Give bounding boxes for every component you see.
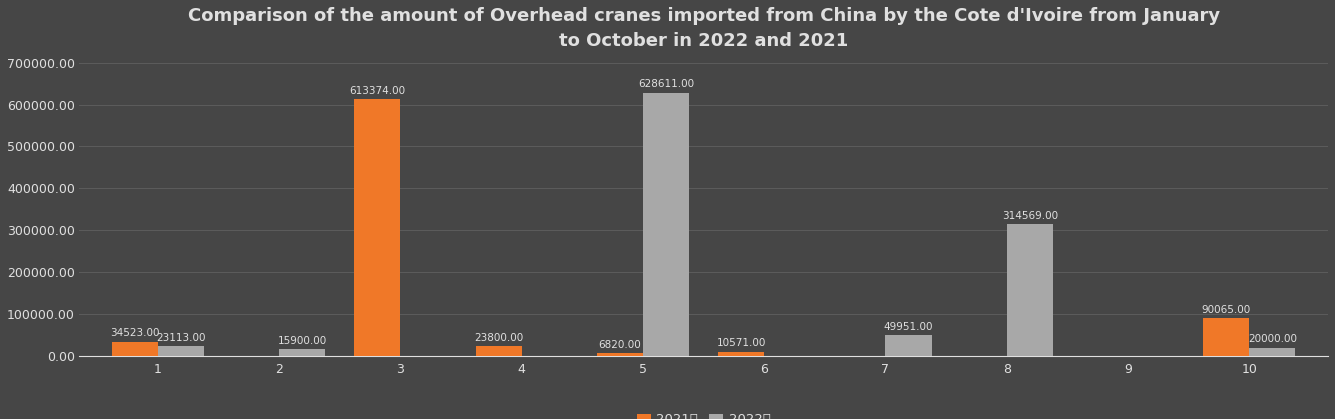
Bar bbox=[718, 352, 764, 356]
Bar bbox=[885, 335, 932, 356]
Bar bbox=[1007, 224, 1053, 356]
Legend: 2021年, 2022年: 2021年, 2022年 bbox=[631, 408, 776, 419]
Bar bbox=[354, 99, 400, 356]
Bar bbox=[643, 93, 689, 356]
Text: 613374.00: 613374.00 bbox=[350, 85, 406, 96]
Text: 10571.00: 10571.00 bbox=[717, 339, 766, 348]
Text: 23113.00: 23113.00 bbox=[156, 333, 206, 343]
Text: 20000.00: 20000.00 bbox=[1248, 334, 1296, 344]
Text: 6820.00: 6820.00 bbox=[598, 340, 641, 350]
Bar bbox=[475, 346, 522, 356]
Text: 314569.00: 314569.00 bbox=[1001, 211, 1057, 221]
Bar bbox=[1250, 348, 1295, 356]
Bar bbox=[1203, 318, 1250, 356]
Bar bbox=[597, 353, 643, 356]
Text: 23800.00: 23800.00 bbox=[474, 333, 523, 343]
Text: 49951.00: 49951.00 bbox=[884, 322, 933, 332]
Bar bbox=[279, 349, 326, 356]
Text: 34523.00: 34523.00 bbox=[111, 328, 160, 338]
Text: 90065.00: 90065.00 bbox=[1202, 305, 1251, 315]
Bar bbox=[112, 341, 158, 356]
Bar bbox=[158, 347, 204, 356]
Title: Comparison of the amount of Overhead cranes imported from China by the Cote d'Iv: Comparison of the amount of Overhead cra… bbox=[187, 7, 1220, 50]
Text: 628611.00: 628611.00 bbox=[638, 79, 694, 89]
Text: 15900.00: 15900.00 bbox=[278, 336, 327, 346]
